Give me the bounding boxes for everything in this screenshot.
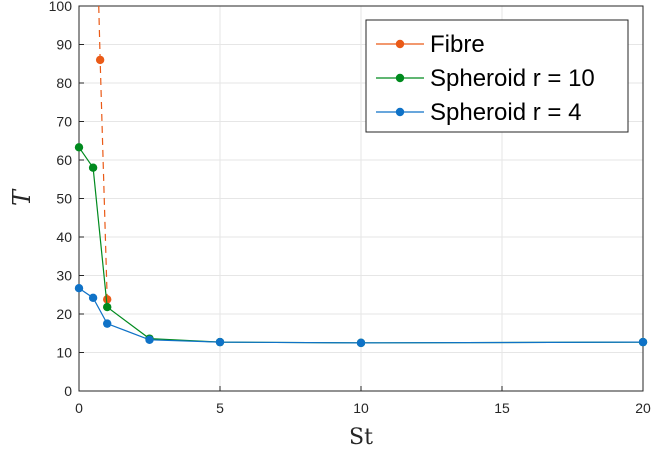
legend-label: Spheroid r = 4: [430, 99, 581, 126]
y-axis-ticks: 0 10 20 30 40 50 60 70 80 90 100: [49, 0, 84, 399]
series-2-point: [145, 335, 154, 344]
legend-label: Spheroid r = 10: [430, 65, 595, 92]
y-tick-label: 60: [56, 152, 72, 168]
y-tick-label: 100: [49, 0, 73, 14]
y-tick-label: 90: [56, 37, 72, 53]
series-2-point: [356, 338, 366, 348]
x-tick-label: 10: [353, 400, 369, 416]
x-tick-label: 15: [494, 400, 510, 416]
legend-entry: Spheroid r = 10: [376, 65, 595, 92]
legend-entry: Fibre: [376, 31, 485, 58]
series-0-dashed-line: [98, 5, 108, 300]
x-tick-label: 5: [216, 400, 224, 416]
x-axis-ticks: 0 5 10 15 20: [75, 386, 651, 416]
y-axis-label: T: [8, 188, 36, 206]
y-tick-label: 50: [56, 191, 72, 207]
legend-marker: [395, 107, 405, 117]
legend-entry: Spheroid r = 4: [376, 99, 581, 126]
series-0: [95, 5, 112, 304]
legend-box: [365, 19, 629, 133]
legend-label: Fibre: [430, 31, 485, 58]
series-0-point: [103, 295, 112, 304]
y-tick-label: 30: [56, 268, 72, 284]
y-tick-label: 0: [64, 383, 72, 399]
series-2-point: [74, 284, 84, 293]
y-tick-label: 40: [56, 229, 72, 245]
y-tick-label: 10: [56, 345, 72, 361]
x-tick-label: 0: [75, 400, 83, 416]
series-1-point: [74, 143, 84, 152]
x-tick-label: 20: [635, 400, 651, 416]
legend-marker: [395, 73, 405, 83]
series-2-point: [88, 293, 98, 303]
series-1-point: [103, 302, 112, 312]
series-2: [74, 284, 648, 348]
series-2-point: [215, 337, 225, 347]
x-axis-label: St: [349, 425, 373, 450]
y-tick-label: 80: [56, 75, 72, 91]
legend-marker: [395, 39, 405, 49]
y-tick-label: 70: [56, 114, 72, 130]
y-tick-label: 20: [56, 306, 72, 322]
series-2-point: [103, 319, 112, 328]
series-1-point: [88, 163, 98, 172]
series-0-point: [95, 55, 105, 65]
series-2-point: [638, 337, 648, 347]
series-layer: [74, 5, 648, 348]
legend: Fibre Spheroid r = 10 Spheroid r = 4: [365, 19, 629, 133]
